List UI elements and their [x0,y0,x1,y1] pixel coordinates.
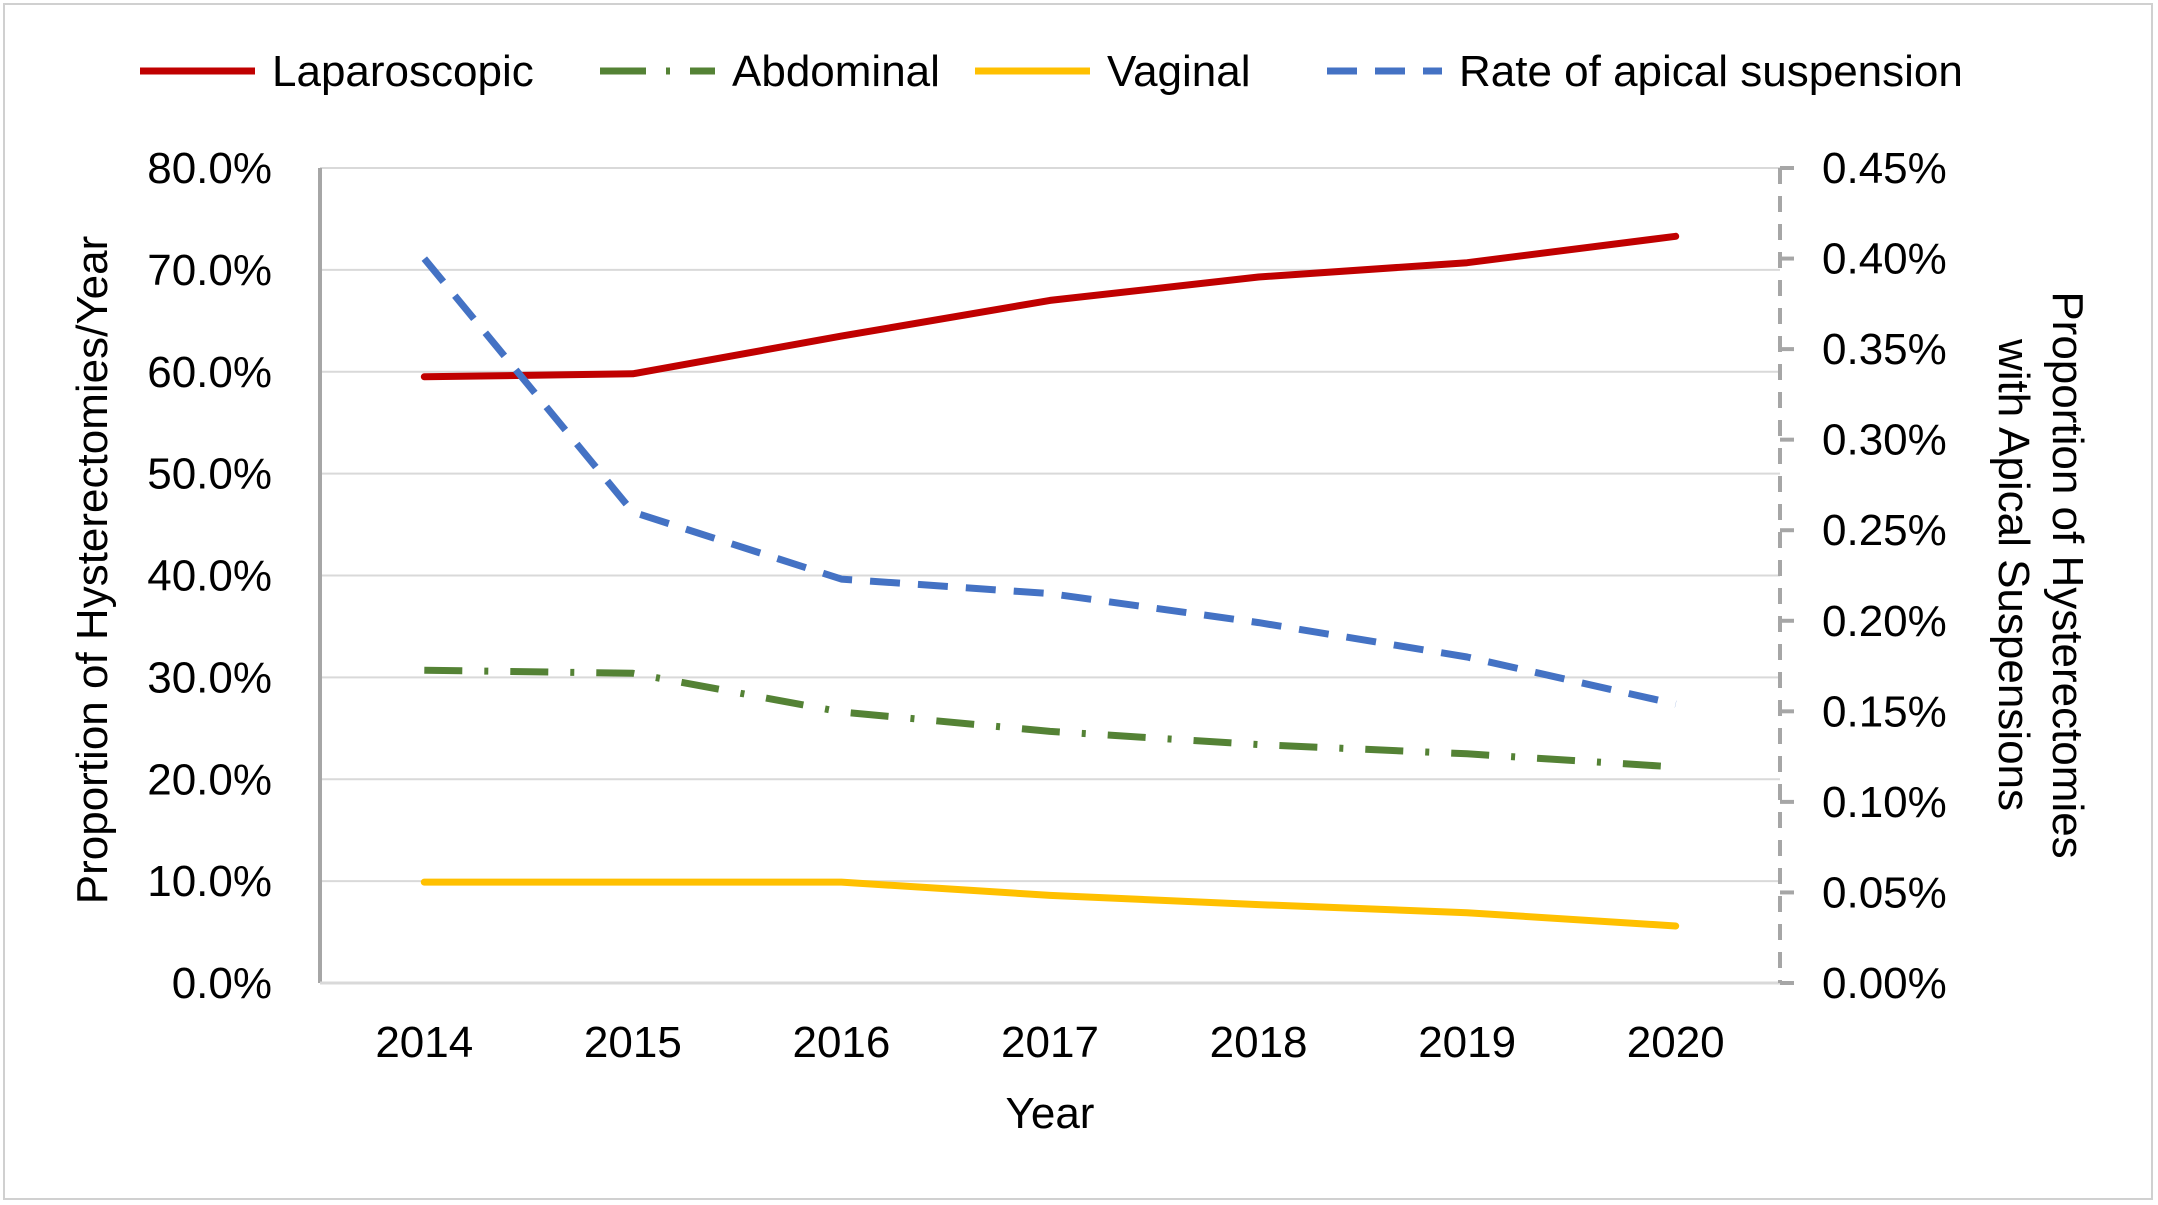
y-tick-label: 30.0% [147,653,272,702]
y2-tick-label: 0.15% [1822,687,1947,736]
y-tick-label: 20.0% [147,755,272,804]
chart-frame [3,3,2153,1200]
axes [318,168,1782,985]
y2-tick-label: 0.20% [1822,597,1947,646]
x-tick-label: 2020 [1627,1018,1725,1067]
y2-tick-label: 0.10% [1822,778,1947,827]
legend-label: Vaginal [1107,47,1251,96]
legend-label: Rate of apical suspension [1459,47,1963,96]
y2-tick-label: 0.00% [1822,959,1947,1008]
y2-tick-label: 0.45% [1822,144,1947,193]
y-tick-label: 50.0% [147,450,272,499]
y2-axis-title-line2: with Apical Suspensions [1989,338,2038,811]
y-axis-title: Proportion of Hysterectomies/Year [68,236,117,904]
x-tick-label: 2018 [1210,1018,1308,1067]
legend: Laparoscopic Abdominal Vaginal Rate of apic… [140,47,1963,96]
y2-tick-label: 0.35% [1822,325,1947,374]
y-tick-label: 0.0% [172,959,272,1008]
x-tick-label: 2016 [792,1018,890,1067]
series-line-rate-of-apical-suspension [421,256,1677,708]
y2-tick-label: 0.25% [1822,506,1947,555]
series-line-laparoscopic [420,232,1680,381]
y-tick-label: 80.0% [147,144,272,193]
legend-label: Abdominal [732,47,940,96]
series-line-abdominal [424,666,1676,771]
y2-axis-title-line1: Proportion of Hysterectomies [2043,291,2092,858]
y2-tick-label: 0.40% [1822,235,1947,284]
series-line-vaginal [420,878,1680,930]
y-tick-label: 70.0% [147,246,272,295]
y-tick-label: 10.0% [147,857,272,906]
right-axis-ticks: 0.00% 0.05% 0.10% 0.15% 0.20% 0.25% 0.30% 0.35%… [1780,144,1947,1008]
left-axis-ticks: 0.0% 10.0% 20.0% 30.0% 40.0% 50.0% 60.0% 70.0% 8… [147,144,272,1008]
series-lines [420,232,1680,930]
x-axis-title: Year [1006,1089,1095,1138]
y-tick-label: 40.0% [147,552,272,601]
legend-label: Laparoscopic [272,47,534,96]
gridlines [320,167,1780,883]
y2-tick-label: 0.05% [1822,868,1947,917]
x-tick-label: 2019 [1418,1018,1516,1067]
y2-tick-label: 0.30% [1822,416,1947,465]
y-tick-label: 60.0% [147,348,272,397]
x-tick-label: 2014 [375,1018,473,1067]
x-axis-ticks: 2014 2015 2016 2017 2018 2019 2020 [375,1018,1724,1067]
x-tick-label: 2017 [1001,1018,1099,1067]
x-tick-label: 2015 [584,1018,682,1067]
